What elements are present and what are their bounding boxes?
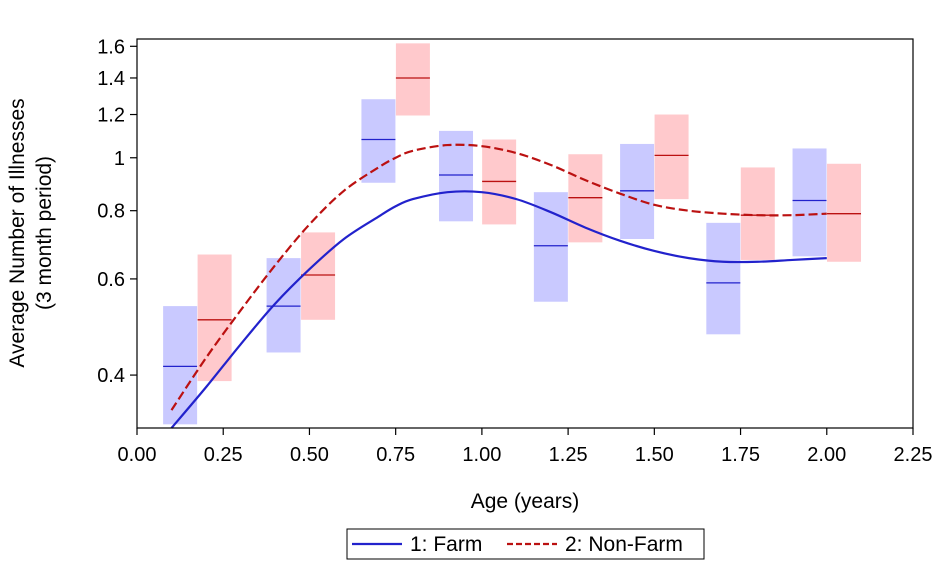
y-tick-label: 1.6 xyxy=(97,36,125,58)
interval-box-non-farm xyxy=(654,114,689,200)
interval-box-farm xyxy=(163,306,198,425)
x-tick-label: 1.00 xyxy=(462,444,501,466)
y-axis-title: Average Number of Illnesses (3 month per… xyxy=(6,98,56,367)
y-tick-label: 1.4 xyxy=(97,68,125,90)
x-axis: 0.00 0.25 0.50 0.75 1.00 1.25 1.50 1.75 2.00 2.25 xyxy=(118,428,933,466)
fitted-curves xyxy=(170,143,827,429)
x-tick-label: 0.50 xyxy=(290,444,329,466)
y-tick-label: 1.2 xyxy=(97,105,125,127)
x-tick-label: 1.50 xyxy=(635,444,674,466)
y-axis: 0.4 0.6 0.8 1 1.2 1.4 1.6 xyxy=(97,36,137,387)
plot-area-frame xyxy=(136,38,914,429)
interval-box-farm xyxy=(706,222,741,335)
x-tick-label: 1.75 xyxy=(721,444,760,466)
y-tick-label: 1 xyxy=(114,148,125,170)
curve-farm xyxy=(170,190,827,429)
y-axis-title-line-1: Average Number of Illnesses xyxy=(6,98,29,367)
x-tick-label: 1.25 xyxy=(549,444,588,466)
legend-label-non-farm: 2: Non-Farm xyxy=(565,533,683,556)
interval-box-non-farm xyxy=(395,43,430,116)
interval-boxes xyxy=(163,43,862,425)
interval-box-farm xyxy=(361,99,396,183)
interval-box-farm xyxy=(792,148,827,257)
y-axis-title-line-2: (3 month period) xyxy=(33,156,56,310)
interval-box-non-farm xyxy=(740,167,775,260)
interval-box-non-farm xyxy=(301,232,336,320)
interval-box-non-farm xyxy=(827,163,862,262)
x-tick-label: 0.00 xyxy=(118,444,157,466)
x-tick-label: 0.75 xyxy=(376,444,415,466)
legend-label-farm: 1: Farm xyxy=(410,533,482,556)
curve-non-farm xyxy=(170,143,827,411)
y-tick-label: 0.4 xyxy=(97,365,125,387)
interval-box-farm xyxy=(620,143,655,239)
x-axis-title: Age (years) xyxy=(471,490,580,513)
legend: 1: Farm 2: Non-Farm xyxy=(346,528,705,560)
x-tick-label: 2.25 xyxy=(894,444,933,466)
x-tick-label: 2.00 xyxy=(807,444,846,466)
x-tick-label: 0.25 xyxy=(204,444,243,466)
interval-box-farm xyxy=(266,258,301,353)
y-tick-label: 0.6 xyxy=(97,269,125,291)
y-tick-label: 0.8 xyxy=(97,201,125,223)
interval-box-farm xyxy=(533,192,568,302)
